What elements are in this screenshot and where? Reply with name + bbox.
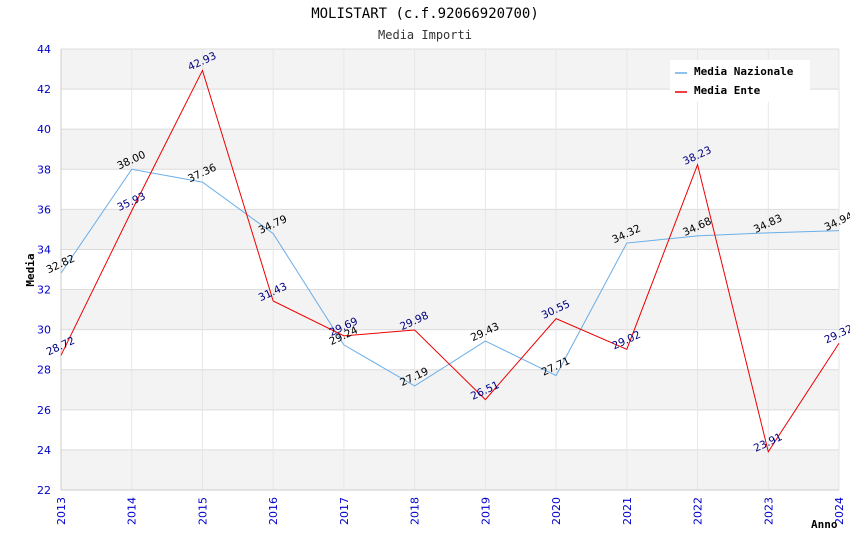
y-tick-label: 30 bbox=[37, 324, 51, 337]
y-tick-label: 44 bbox=[37, 43, 51, 56]
y-tick-label: 28 bbox=[37, 364, 51, 377]
x-tick-label: 2018 bbox=[409, 497, 422, 525]
y-tick-label: 42 bbox=[37, 83, 51, 96]
grid-band bbox=[61, 129, 839, 170]
series-line-ente bbox=[60, 69, 840, 453]
y-tick-label: 22 bbox=[37, 484, 51, 497]
y-axis-label: Media bbox=[24, 253, 37, 286]
x-tick-labels: 2013 2014 2015 2016 2017 2018 2019 2020 2021 2022… bbox=[55, 497, 846, 525]
x-tick-label: 2013 bbox=[55, 497, 68, 525]
x-tick-label: 2021 bbox=[621, 497, 634, 525]
grid-bands bbox=[61, 49, 839, 490]
y-tick-labels: 22 24 26 28 30 32 34 36 38 40 42 44 bbox=[37, 43, 51, 497]
x-axis-label: Anno bbox=[811, 518, 838, 531]
x-tick-label: 2024 bbox=[833, 497, 846, 525]
x-tick-label: 2022 bbox=[692, 497, 705, 525]
series-lines bbox=[60, 69, 840, 453]
x-tick-label: 2016 bbox=[267, 497, 280, 525]
y-tick-label: 24 bbox=[37, 444, 51, 457]
x-tick-label: 2023 bbox=[762, 497, 775, 525]
series-line-nazionale bbox=[60, 168, 840, 387]
x-tick-label: 2014 bbox=[126, 497, 139, 525]
legend-box bbox=[670, 60, 810, 102]
axes bbox=[60, 49, 839, 491]
legend-label-ente: Media Ente bbox=[694, 84, 761, 97]
x-tick-label: 2015 bbox=[196, 497, 209, 525]
y-tick-label: 32 bbox=[37, 284, 51, 297]
y-tick-label: 34 bbox=[37, 243, 51, 256]
y-tick-label: 36 bbox=[37, 203, 51, 216]
x-tick-label: 2020 bbox=[550, 497, 563, 525]
y-tick-label: 40 bbox=[37, 123, 51, 136]
x-tick-label: 2019 bbox=[479, 497, 492, 525]
legend: Media Nazionale Media Ente bbox=[670, 60, 810, 102]
y-tick-label: 38 bbox=[37, 163, 51, 176]
legend-label-nazionale: Media Nazionale bbox=[694, 65, 794, 78]
grid-band bbox=[61, 209, 839, 250]
y-tick-label: 26 bbox=[37, 404, 51, 417]
chart-title: MOLISTART (c.f.92066920700) bbox=[311, 6, 539, 22]
grid-band bbox=[61, 289, 839, 330]
x-tick-label: 2017 bbox=[338, 497, 351, 525]
grid-band bbox=[61, 369, 839, 410]
grid-band bbox=[61, 449, 839, 490]
gridlines bbox=[60, 48, 840, 491]
chart-subtitle: Media Importi bbox=[378, 28, 472, 42]
